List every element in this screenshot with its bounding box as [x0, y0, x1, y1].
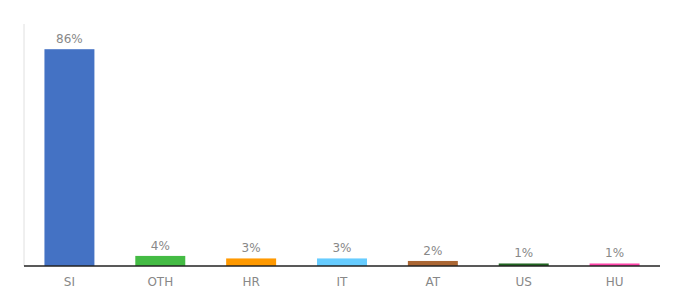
data-label: 3%: [242, 241, 261, 255]
data-labels: 86% 4% 3% 3% 2% 1% 1%: [56, 32, 624, 260]
x-tick-label: US: [516, 275, 532, 289]
bar: [44, 49, 94, 266]
y-axis-line: [24, 24, 25, 266]
x-tick-labels: SI OTH HR IT AT US HU: [64, 275, 624, 289]
bar: [317, 258, 367, 266]
x-tick-label: HR: [242, 275, 259, 289]
bar: [408, 261, 458, 266]
x-tick-label: IT: [337, 275, 349, 289]
x-tick-label: AT: [426, 275, 441, 289]
data-label: 1%: [514, 246, 533, 260]
data-label: 86%: [56, 32, 83, 46]
chart-svg: 86% 4% 3% 3% 2% 1% 1% SI OTH HR IT AT US HU: [0, 0, 680, 300]
plot-area: 86% 4% 3% 3% 2% 1% 1% SI OTH HR IT AT US HU: [24, 24, 660, 289]
data-label: 2%: [423, 244, 442, 258]
data-label: 4%: [151, 239, 170, 253]
chart-container: 86% 4% 3% 3% 2% 1% 1% SI OTH HR IT AT US HU: [0, 0, 680, 300]
bars: [44, 49, 639, 266]
x-axis-line: [24, 265, 660, 267]
data-label: 3%: [332, 241, 351, 255]
bar: [226, 258, 276, 266]
x-tick-label: OTH: [147, 275, 173, 289]
bar: [135, 256, 185, 266]
data-label: 1%: [605, 246, 624, 260]
x-tick-label: HU: [606, 275, 624, 289]
x-tick-label: SI: [64, 275, 75, 289]
